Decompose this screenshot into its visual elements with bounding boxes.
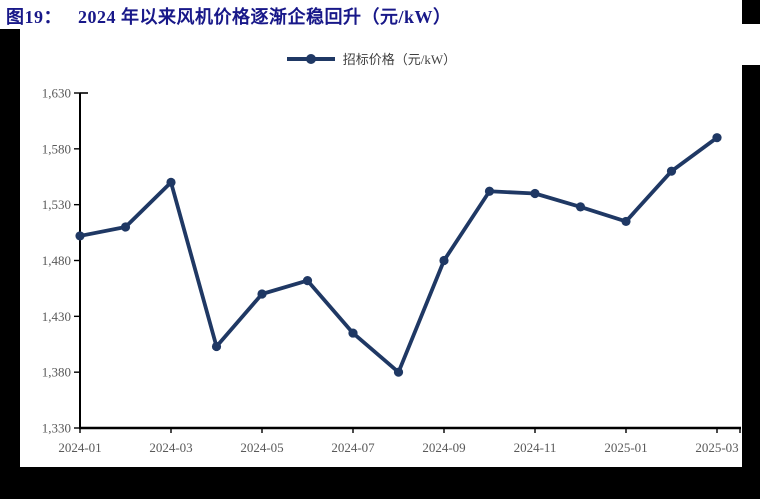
- y-axis-tick-label: 1,580: [42, 141, 71, 156]
- data-point: [348, 328, 358, 338]
- y-axis-tick-label: 1,380: [42, 365, 71, 380]
- data-point: [166, 177, 176, 187]
- x-axis-tick-label: 2024-07: [331, 440, 375, 455]
- legend-label: 招标价格（元/kW）: [342, 52, 457, 67]
- page-edge-bottom: [0, 467, 760, 499]
- chart-legend: 招标价格（元/kW）: [0, 49, 742, 68]
- y-axis-tick-label: 1,430: [42, 309, 71, 324]
- figure-title-text: 2024 年以来风机价格逐渐企稳回升（元/kW）: [78, 7, 452, 27]
- data-point: [530, 188, 540, 199]
- data-point: [484, 186, 495, 196]
- y-axis-tick-label: 1,480: [42, 253, 71, 268]
- page-edge-left: [0, 29, 20, 499]
- data-point: [575, 202, 586, 212]
- x-axis-tick-label: 2024-09: [422, 440, 465, 455]
- data-point: [621, 216, 631, 227]
- x-axis-tick-label: 2024-01: [58, 440, 101, 455]
- y-axis-tick-label: 1,530: [42, 197, 71, 212]
- data-point: [211, 341, 222, 352]
- y-axis-tick-label: 1,630: [42, 86, 71, 101]
- data-point: [666, 166, 677, 176]
- page-edge-right: [742, 65, 760, 499]
- data-point: [439, 255, 449, 266]
- data-point: [712, 133, 722, 143]
- figure-number-label: 图19：: [6, 7, 62, 27]
- price-series-line: [78, 135, 719, 375]
- data-point: [120, 222, 131, 232]
- x-axis-tick-label: 2025-01: [604, 440, 647, 455]
- y-axis-tick-label: 1,330: [42, 421, 71, 436]
- page-edge-right-top: [742, 0, 760, 24]
- figure-title: 图19： 2024 年以来风机价格逐渐企稳回升（元/kW）: [6, 3, 452, 29]
- data-point: [257, 289, 267, 299]
- data-point: [75, 231, 85, 241]
- data-point: [393, 367, 404, 377]
- legend-line-marker-icon: [286, 53, 335, 64]
- x-axis-tick-label: 2025-03: [695, 440, 738, 455]
- data-point: [302, 276, 313, 286]
- x-axis-tick-label: 2024-11: [514, 440, 557, 455]
- x-axis-tick-label: 2024-03: [149, 440, 192, 455]
- legend-dot: [305, 53, 316, 64]
- x-axis-tick-label: 2024-05: [240, 440, 283, 455]
